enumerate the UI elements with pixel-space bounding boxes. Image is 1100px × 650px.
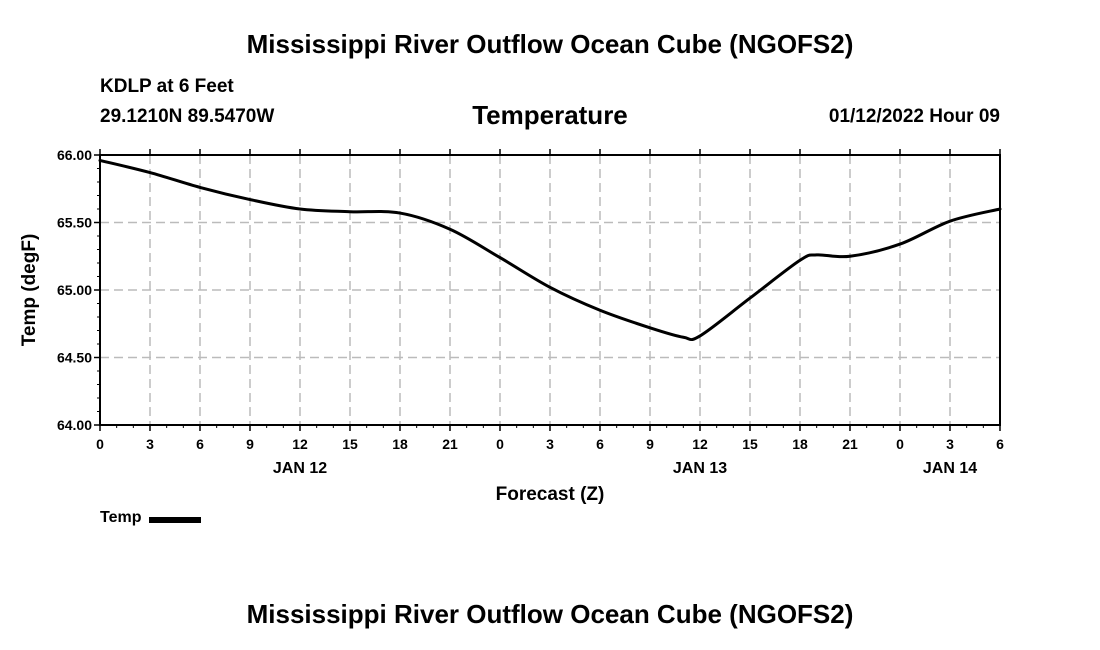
x-tick-label: 3 (146, 436, 154, 452)
date-label: JAN 12 (273, 460, 327, 477)
x-tick-label: 21 (842, 436, 858, 452)
x-tick-label: 15 (742, 436, 758, 452)
forecast-datetime: 01/12/2022 Hour 09 (828, 106, 1000, 127)
footer-title: Mississippi River Outflow Ocean Cube (NG… (246, 599, 854, 629)
x-tick-label: 6 (196, 436, 204, 452)
x-tick-label: 18 (392, 436, 408, 452)
y-tick-label: 65.00 (57, 282, 92, 298)
station-label: KDLP at 6 Feet (100, 76, 234, 97)
x-axis-label: Forecast (Z) (496, 484, 605, 505)
x-tick-label: 12 (692, 436, 708, 452)
x-tick-label: 6 (596, 436, 604, 452)
y-tick-label: 65.50 (57, 215, 92, 231)
y-tick-label: 64.50 (57, 350, 92, 366)
main-title: Mississippi River Outflow Ocean Cube (NG… (246, 29, 854, 59)
x-tick-label: 0 (496, 436, 504, 452)
series-line-temp (98, 158, 1002, 342)
x-tick-label: 3 (546, 436, 554, 452)
x-tick-label: 9 (646, 436, 654, 452)
y-tick-label: 66.00 (57, 147, 92, 163)
legend: Temp (100, 509, 202, 527)
x-tick-label: 15 (342, 436, 358, 452)
x-tick-label: 9 (246, 436, 254, 452)
x-tick-label: 21 (442, 436, 458, 452)
y-axis-label: Temp (degF) (19, 234, 40, 347)
x-tick-label: 0 (896, 436, 904, 452)
variable-title: Temperature (472, 100, 628, 130)
x-tick-label: 0 (96, 436, 104, 452)
y-tick-label: 64.00 (57, 417, 92, 433)
tick-layer (94, 149, 1001, 431)
x-tick-label: 12 (292, 436, 308, 452)
tick-label-layer: 64.00 64.50 65.00 65.50 66.00 0 3 6 9 12 15 18 21 0 3 6… (57, 147, 1004, 477)
station-coordinates: 29.1210N 89.5470W (100, 106, 275, 127)
x-tick-label: 3 (946, 436, 954, 452)
x-tick-label: 18 (792, 436, 808, 452)
x-tick-label: 6 (996, 436, 1004, 452)
legend-swatch (149, 516, 202, 523)
date-label: JAN 13 (673, 460, 727, 477)
legend-label: Temp (100, 509, 142, 526)
date-label: JAN 14 (923, 460, 977, 477)
